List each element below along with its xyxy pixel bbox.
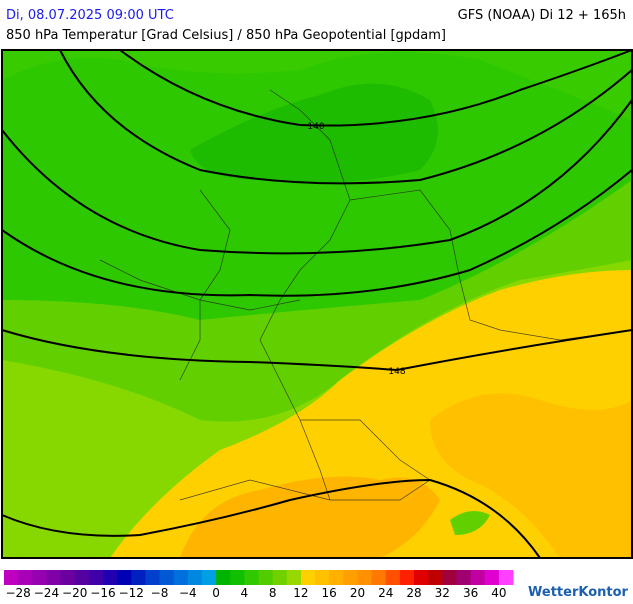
model-info: GFS (NOAA) Di 12 + 165h: [458, 8, 626, 23]
color-swatch: [258, 570, 274, 585]
color-swatch: [357, 570, 373, 585]
color-swatch: [159, 570, 175, 585]
color-swatch: [244, 570, 259, 585]
legend-tick-label: −24: [34, 586, 59, 600]
legend-tick-label: 12: [293, 586, 308, 600]
color-swatch: [456, 570, 472, 585]
legend-tick-label: 24: [378, 586, 393, 600]
color-swatch: [442, 570, 457, 585]
color-swatch: [300, 570, 316, 585]
map: 140 148: [1, 49, 633, 559]
color-swatch: [286, 570, 302, 585]
legend-tick-label: 32: [435, 586, 450, 600]
subtitle: 850 hPa Temperatur [Grad Celsius] / 850 …: [6, 28, 446, 43]
legend-tick-label: −28: [5, 586, 30, 600]
legend-tick-label: −8: [151, 586, 169, 600]
color-swatch: [272, 570, 288, 585]
color-swatch: [329, 570, 344, 585]
legend-tick-label: 28: [406, 586, 421, 600]
legend-tick-label: −12: [119, 586, 144, 600]
color-swatch: [88, 570, 104, 585]
color-swatch: [117, 570, 132, 585]
color-swatch: [399, 570, 415, 585]
color-swatch: [173, 570, 189, 585]
color-swatch: [4, 570, 19, 585]
legend-tick-label: 0: [212, 586, 220, 600]
color-swatch: [230, 570, 245, 585]
color-swatch: [187, 570, 203, 585]
legend-tick-label: −20: [62, 586, 87, 600]
legend-tick-label: 40: [491, 586, 506, 600]
color-swatch: [46, 570, 62, 585]
color-swatch: [201, 570, 217, 585]
color-swatch: [428, 570, 443, 585]
legend-tick-label: −4: [179, 586, 197, 600]
color-swatch: [470, 570, 486, 585]
color-swatch: [414, 570, 429, 585]
color-swatch: [60, 570, 76, 585]
color-swatch: [145, 570, 161, 585]
color-swatch: [498, 570, 514, 585]
color-swatch: [32, 570, 47, 585]
color-swatch: [484, 570, 500, 585]
brand-logo: WetterKontor: [528, 585, 629, 600]
color-swatch: [131, 570, 146, 585]
legend-tick-label: 8: [269, 586, 277, 600]
contour-label: 140: [307, 122, 324, 132]
color-swatch: [343, 570, 358, 585]
color-swatch: [385, 570, 401, 585]
legend-tick-label: 4: [241, 586, 249, 600]
color-swatch: [315, 570, 330, 585]
legend-tick-label: 20: [350, 586, 365, 600]
contour-label: 148: [388, 367, 405, 377]
color-swatch: [371, 570, 387, 585]
color-legend: −28 −24 −20 −16 −12 −8 −4 0 4 8 12 16 20 24 28 32 36 40: [4, 570, 514, 600]
color-swatch: [18, 570, 33, 585]
legend-tick-label: 16: [322, 586, 337, 600]
legend-tick-label: 36: [463, 586, 478, 600]
color-swatch: [102, 570, 118, 585]
legend-tick-label: −16: [90, 586, 115, 600]
color-swatch: [74, 570, 90, 585]
datetime: Di, 08.07.2025 09:00 UTC: [6, 8, 174, 23]
color-swatch: [216, 570, 231, 585]
